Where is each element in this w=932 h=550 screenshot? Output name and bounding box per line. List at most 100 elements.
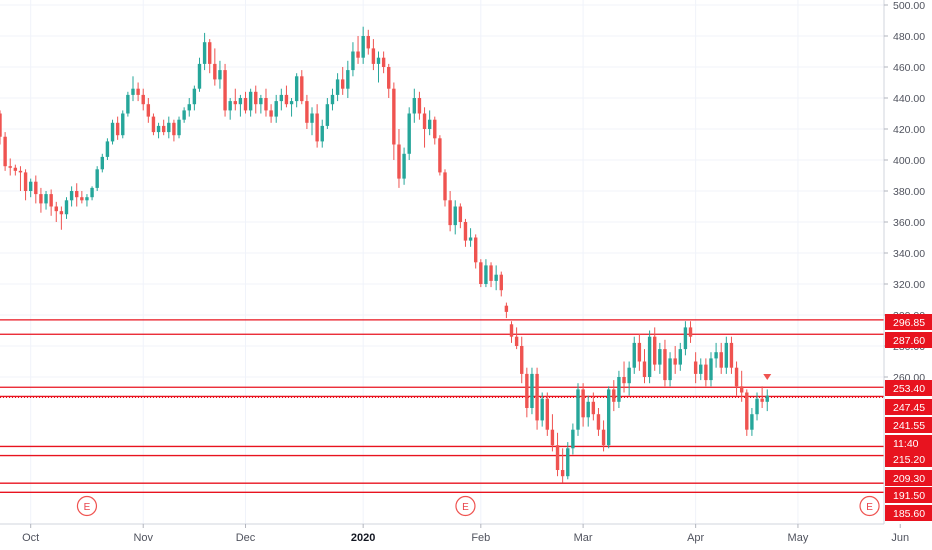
time-tick-label: Mar	[574, 532, 593, 544]
level-price-badge: 191.50	[885, 487, 932, 503]
candle-down	[161, 125, 166, 133]
candles	[0, 26, 772, 483]
candle-down	[366, 36, 370, 49]
candle-down	[422, 113, 427, 129]
price-badge-bg	[885, 380, 932, 396]
candle-down	[381, 57, 386, 67]
level-price-badge: 287.60	[885, 332, 932, 348]
earnings-label: E	[84, 502, 91, 513]
candle-up	[724, 342, 729, 368]
level-lines[interactable]	[0, 319, 884, 493]
candle-down	[18, 170, 23, 173]
candle-up	[85, 197, 89, 201]
time-axis[interactable]: Oct Nov Dec 2020 Feb Mar Apr May Jun	[22, 524, 909, 544]
time-tick-label: Jun	[891, 532, 909, 544]
price-badge-bg	[885, 451, 932, 467]
candle-down	[254, 91, 258, 105]
candle-up	[453, 206, 457, 226]
candle-up	[177, 119, 181, 136]
level-price-badge: 247.45	[885, 399, 932, 415]
candle-up	[325, 104, 330, 126]
candle-down	[581, 389, 585, 418]
candle-down	[300, 76, 304, 102]
candle-down	[397, 144, 401, 179]
candle-up	[617, 377, 621, 402]
candle-up	[90, 187, 94, 198]
candle-down	[146, 104, 151, 117]
price-badges: 296.85 287.60 253.40 247.45 215.20 209.30 191.…	[885, 314, 932, 521]
earnings-marker[interactable]: E	[859, 495, 880, 517]
grid	[0, 0, 901, 524]
earnings-icon	[455, 495, 476, 517]
candle-down	[596, 414, 601, 430]
candle-up	[709, 358, 713, 381]
candle-down	[243, 98, 248, 111]
time-tick-label: Dec	[236, 532, 256, 544]
candle-up	[44, 194, 48, 204]
candle-down	[387, 67, 391, 89]
candle-up	[126, 94, 130, 114]
candle-up	[105, 141, 110, 157]
candle-up	[197, 63, 202, 89]
price-badge-bg	[885, 435, 932, 451]
candle-down	[693, 361, 698, 374]
candle-down	[151, 116, 156, 133]
candle-down	[115, 122, 120, 136]
level-price-badge: 209.30	[885, 470, 932, 486]
candle-down	[438, 138, 442, 173]
candle-up	[412, 98, 417, 114]
candle-down	[49, 194, 53, 207]
candle-down	[172, 122, 176, 136]
candle-up	[566, 448, 570, 477]
candle-up	[714, 352, 718, 359]
price-badge-label: 247.45	[893, 402, 925, 414]
candle-down	[739, 386, 744, 393]
time-tick-label: Nov	[133, 532, 153, 544]
candle-up	[468, 237, 473, 241]
candle-down	[479, 262, 483, 284]
candle-down	[136, 88, 140, 95]
candle-up	[279, 94, 284, 102]
down-arrow-icon	[763, 374, 772, 380]
price-badge-label: 215.20	[893, 454, 925, 466]
candle-down	[745, 392, 749, 430]
candle-up	[69, 191, 74, 201]
candle-up	[571, 429, 575, 449]
level-price-badge: 185.60	[885, 505, 932, 521]
candle-up	[156, 125, 161, 133]
time-axis-panel[interactable]	[0, 524, 932, 550]
candle-up	[576, 389, 580, 430]
candle-up	[167, 122, 171, 133]
candle-down	[525, 373, 529, 408]
candle-down	[392, 88, 396, 145]
price-tick-label: 480.00	[893, 31, 925, 43]
candle-up	[750, 414, 754, 430]
candle-down	[612, 389, 616, 402]
candle-down	[0, 113, 2, 137]
earnings-marker[interactable]: E	[455, 495, 476, 517]
candle-up	[320, 125, 324, 142]
earnings-icon	[859, 495, 880, 517]
candle-down	[284, 94, 289, 105]
price-badge-bg	[885, 417, 932, 433]
price-badge-bg	[885, 314, 932, 330]
candle-up	[202, 42, 207, 64]
candle-up	[346, 70, 350, 89]
price-badge-bg	[885, 505, 932, 521]
earnings-marker[interactable]: E	[76, 495, 98, 517]
time-tick-label: Oct	[22, 532, 39, 544]
candle-down	[208, 42, 212, 64]
price-badge-label: 209.30	[893, 473, 925, 485]
candle-up	[647, 336, 652, 377]
candle-up	[274, 101, 278, 117]
candle-down	[499, 274, 503, 291]
candle-down	[637, 342, 642, 362]
candle-up	[335, 79, 340, 95]
price-badge-label: 296.85	[893, 317, 925, 329]
candle-down	[642, 361, 647, 377]
candle-up	[330, 94, 335, 105]
candle-up	[683, 327, 688, 350]
